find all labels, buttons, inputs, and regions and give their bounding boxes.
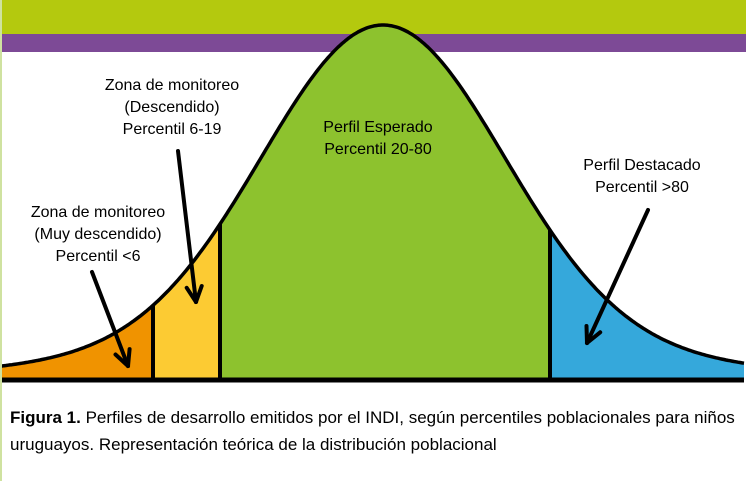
- label-perfil-esperado: Perfil Esperado Percentil 20-80: [323, 119, 433, 158]
- zone-fill-3: [550, 230, 744, 380]
- label-perfil-destacado: Perfil Destacado Percentil >80: [583, 157, 701, 196]
- page-edge-line: [0, 0, 2, 481]
- arrow-head-destacado: [584, 324, 589, 345]
- arrow-shaft-descendido: [176, 149, 198, 304]
- bell-curve-outline: [0, 23, 745, 368]
- arrow-shaft-destacado: [585, 208, 650, 345]
- zone-fill-0: [0, 305, 153, 380]
- arrow-head-muy-descendido: [126, 347, 132, 368]
- arrow-head-descendido: [184, 285, 198, 304]
- figure-caption-number: Figura 1.: [10, 408, 81, 427]
- label-zona-monitoreo-descendido: Zona de monitoreo (Descendido) Percentil…: [104, 77, 240, 138]
- figure-caption: Figura 1. Perfiles de desarrollo emitido…: [10, 404, 742, 458]
- zone-fill-1: [153, 224, 220, 380]
- label-zona-monitoreo-muy-descendido: Zona de monitoreo (Muy descendido) Perce…: [30, 204, 166, 265]
- zone-fill-2: [220, 25, 550, 380]
- figure-caption-text: Perfiles de desarrollo emitidos por el I…: [10, 408, 735, 454]
- arrow-head-destacado: [585, 330, 603, 345]
- arrow-head-descendido: [194, 284, 204, 304]
- arrow-head-muy-descendido: [113, 352, 130, 368]
- distribution-chart: [0, 0, 746, 383]
- arrow-shaft-muy-descendido: [90, 270, 130, 368]
